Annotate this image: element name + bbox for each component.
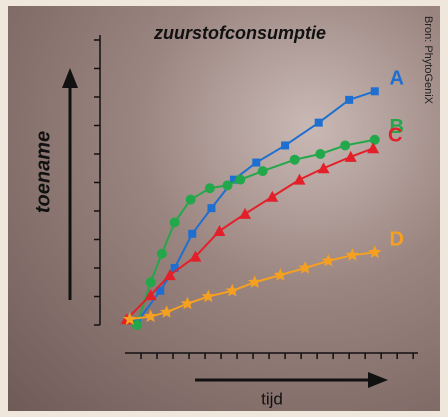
marker: [274, 268, 287, 281]
marker: [370, 135, 380, 145]
marker: [157, 249, 167, 259]
marker: [290, 155, 300, 165]
marker: [181, 297, 194, 310]
marker: [318, 162, 330, 173]
series-line: [137, 140, 375, 325]
marker: [371, 87, 379, 95]
series-label: D: [390, 229, 404, 251]
marker: [186, 195, 196, 205]
series-label: C: [388, 125, 402, 147]
source: Bron: PhytoGeniX: [422, 16, 434, 105]
marker: [235, 175, 245, 185]
marker: [248, 275, 261, 288]
marker: [239, 208, 251, 219]
marker: [315, 149, 325, 159]
marker: [132, 320, 142, 330]
chart: zuurstofconsumptie toename tijd Bron: Ph…: [0, 0, 448, 417]
marker: [345, 151, 357, 162]
marker: [281, 141, 289, 149]
y-arrowhead: [62, 68, 78, 88]
series-label: A: [390, 68, 404, 90]
marker: [160, 305, 173, 318]
marker: [299, 261, 312, 274]
marker: [345, 96, 353, 104]
marker: [202, 290, 215, 303]
marker: [170, 217, 180, 227]
marker: [252, 159, 260, 167]
x-label: tijd: [261, 389, 283, 408]
marker: [146, 277, 156, 287]
marker: [207, 204, 215, 212]
chart-title: zuurstofconsumptie: [153, 23, 326, 43]
marker: [368, 245, 381, 258]
marker: [188, 230, 196, 238]
marker: [213, 225, 225, 236]
marker: [315, 119, 323, 127]
marker: [258, 166, 268, 176]
marker: [294, 174, 306, 185]
marker: [266, 191, 278, 202]
marker: [226, 284, 239, 297]
marker: [222, 180, 232, 190]
marker: [322, 254, 335, 267]
marker: [205, 183, 215, 193]
marker: [346, 248, 359, 261]
figure: zuurstofconsumptie toename tijd Bron: Ph…: [0, 0, 448, 417]
y-label: toename: [32, 131, 54, 213]
x-arrowhead: [368, 372, 388, 388]
marker: [340, 140, 350, 150]
